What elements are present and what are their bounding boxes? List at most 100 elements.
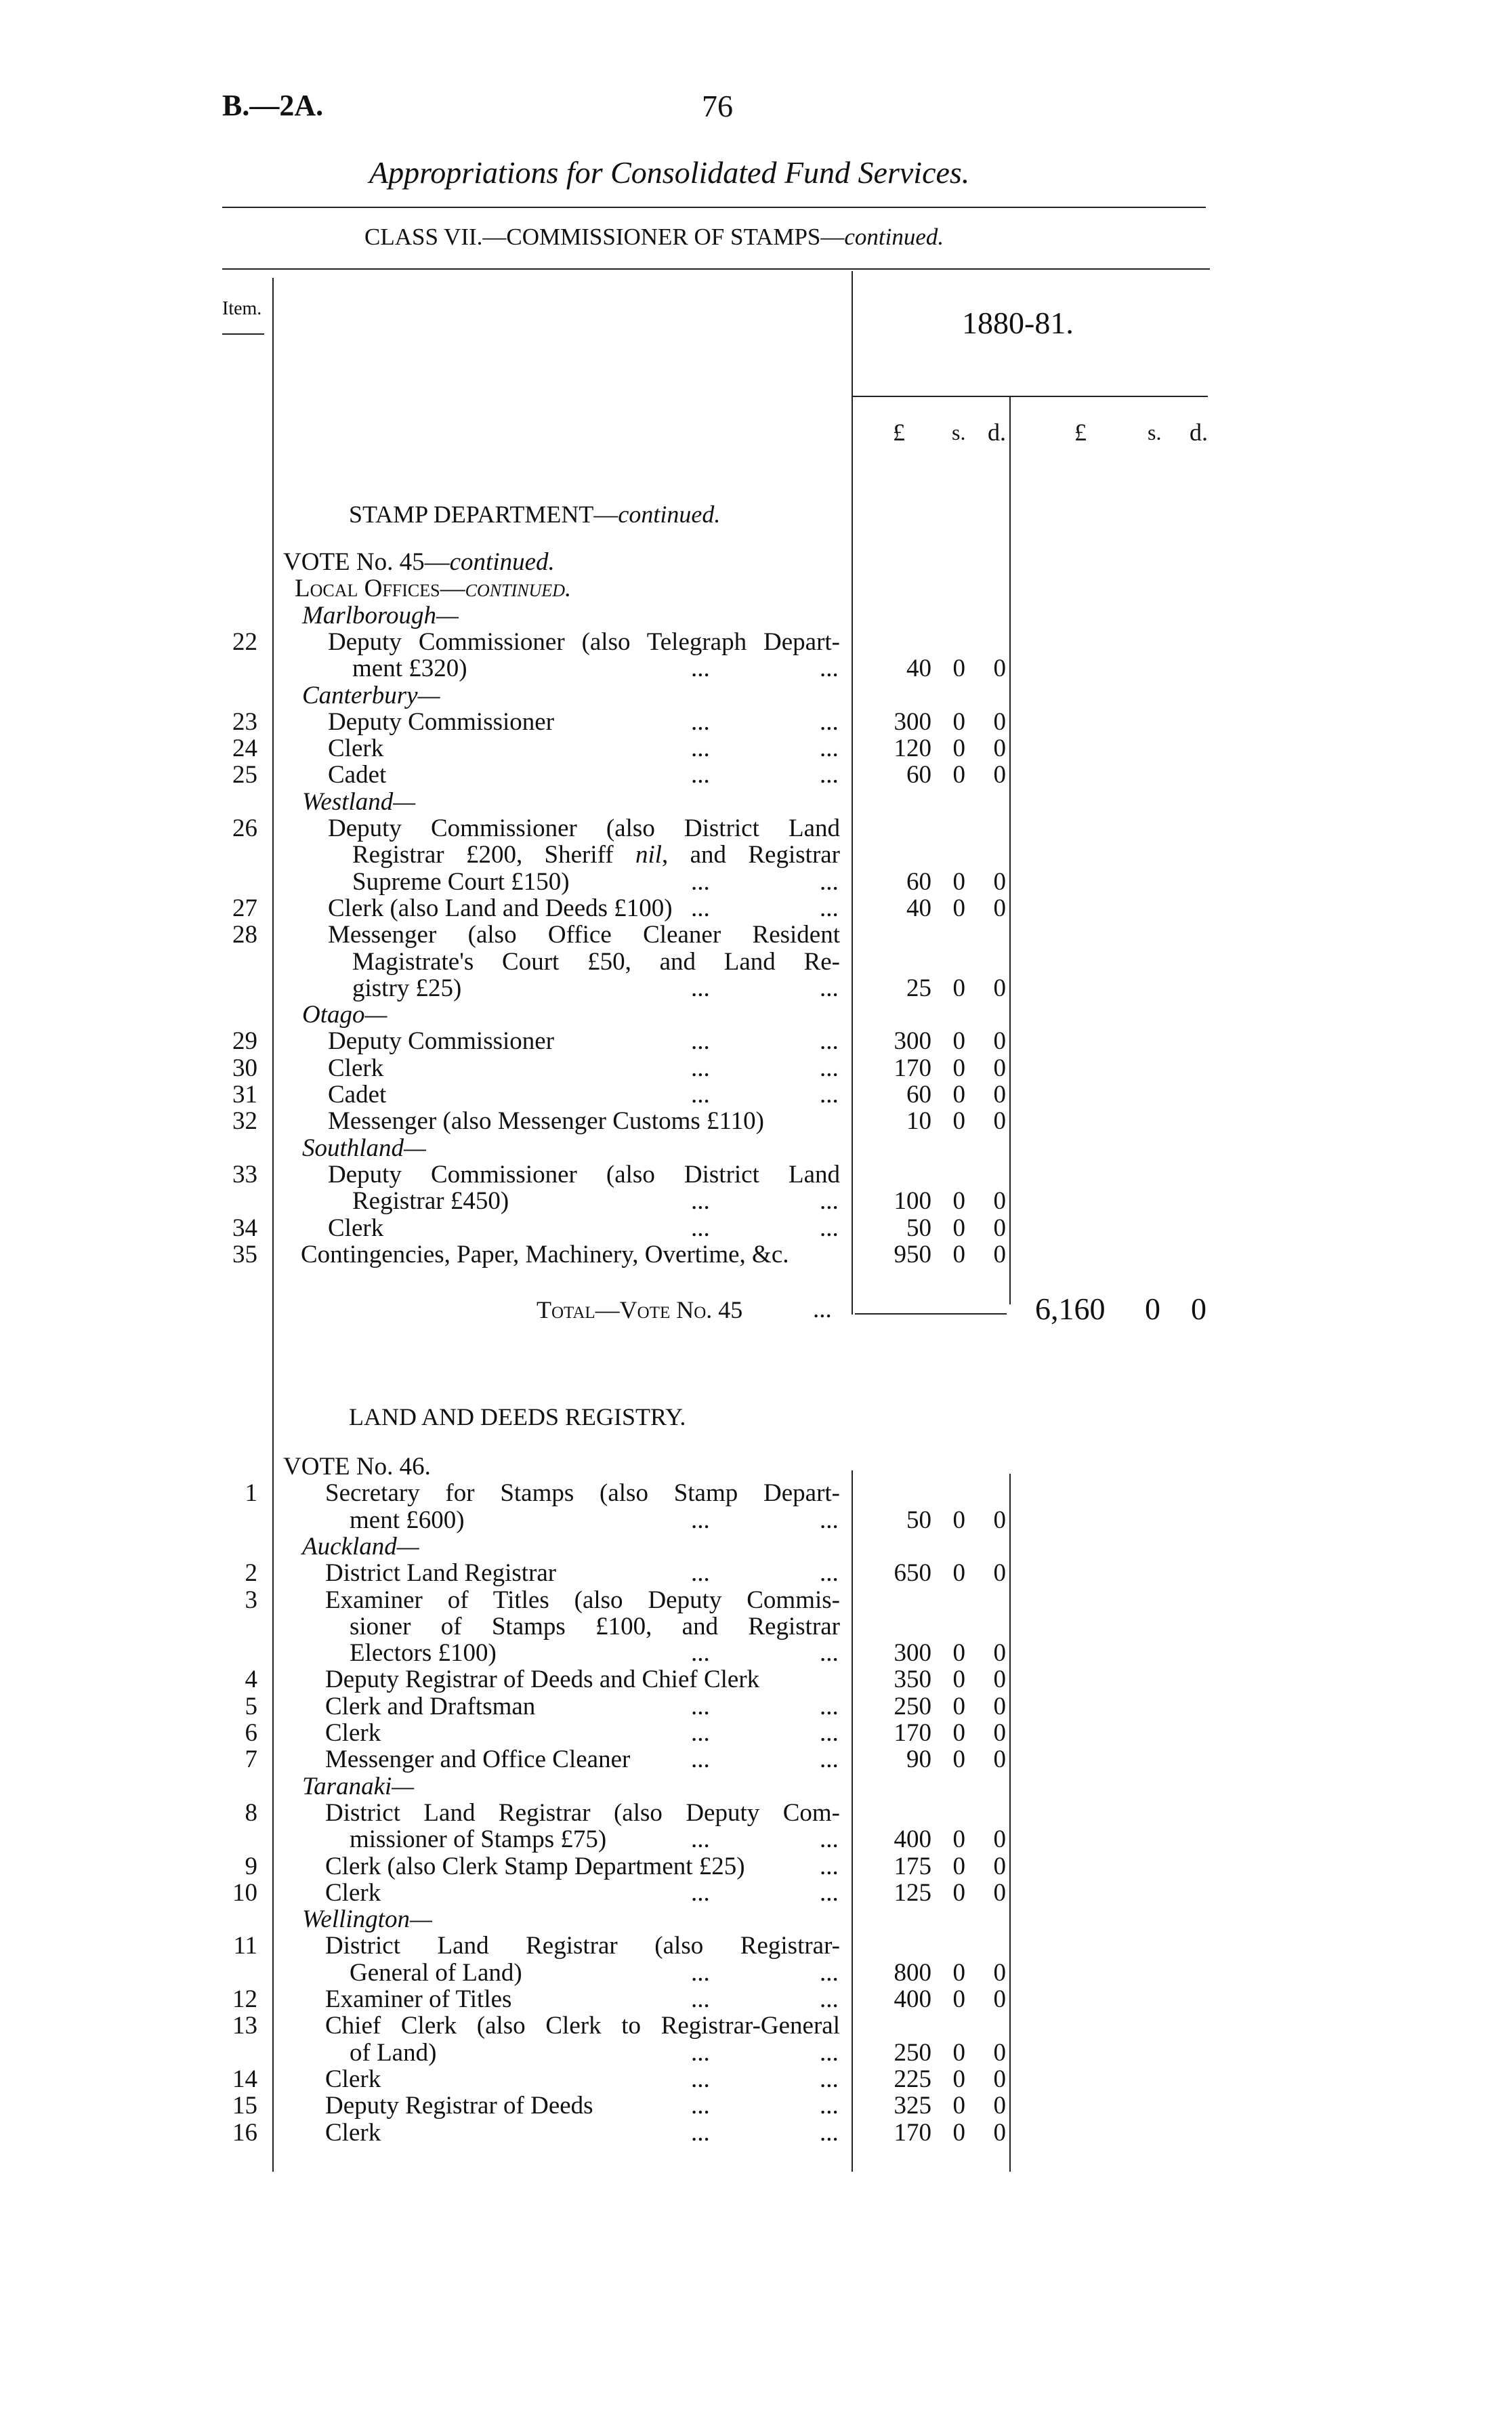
item-number: 24 (232, 735, 257, 763)
total-pence: 0 (1191, 1292, 1206, 1326)
amount-pounds: 400 (894, 1985, 932, 2013)
region-text: Wellington— (302, 1905, 432, 1934)
item-number: 23 (232, 707, 257, 736)
table-row: 5...... 250 0 0 Clerk and Draftsman (0, 1693, 1512, 1720)
table-row: 4 350 0 0 Deputy Registrar of Deeds and Chie… (0, 1666, 1512, 1693)
table-row: 14...... 225 0 0 Clerk (0, 2065, 1512, 2093)
amount-pence: 0 (993, 2118, 1007, 2147)
dot-leader: ... (820, 1027, 839, 1056)
item-description: Clerk (325, 2065, 381, 2093)
region-label: Wellington— (302, 1906, 432, 1933)
item-description: Cadet (328, 1081, 387, 1109)
item-number: 33 (232, 1160, 257, 1189)
amount-pounds: 250 (894, 2038, 932, 2067)
amount-pence: 0 (993, 707, 1007, 736)
item-description: Deputy Registrar of Deeds and Chief Cler… (325, 1666, 760, 1694)
amount-pence: 0 (993, 2038, 1007, 2067)
table-row: ...... 250 0 0 of Land) (0, 2038, 1512, 2067)
col-pence-2: d. (1190, 419, 1208, 446)
document-reference: B.—2A. (222, 88, 323, 123)
table-row: 35 950 0 0 Contingencies, Paper, Machinery, … (0, 1241, 1512, 1268)
amount-pounds: 170 (894, 1054, 932, 1082)
amount-shillings: 0 (952, 1107, 966, 1136)
amount-shillings: 0 (952, 735, 966, 763)
amount-shillings: 0 (952, 1187, 966, 1216)
item-description: Messenger and Office Cleaner (325, 1745, 631, 1774)
amount-pounds: 175 (894, 1852, 932, 1880)
region-text: Otago— (302, 1001, 387, 1029)
table-row: 11 District Land Registrar (also Registra… (0, 1933, 1512, 1960)
item-number: 35 (232, 1240, 257, 1268)
amount-shillings: 0 (952, 1081, 966, 1109)
amount-pence: 0 (993, 2092, 1007, 2120)
amount-pence: 0 (993, 1187, 1007, 1216)
dot-leader: ... (691, 707, 710, 736)
item-description: Supreme Court £150) (352, 867, 570, 896)
table-row: 22 Deputy Commissioner (also Telegraph De… (0, 627, 1512, 656)
header-rule (222, 268, 1210, 270)
amount-shillings: 0 (952, 2065, 966, 2093)
table-line: Wellington— (0, 1906, 1512, 1933)
table-row: 27...... 40 0 0 Clerk (also Land and Deeds £… (0, 894, 1512, 922)
region-label: Southland— (302, 1134, 426, 1162)
item-description: Clerk (325, 1878, 381, 1907)
dot-leader: ... (820, 707, 839, 736)
table-row: ...... 100 0 0 Registrar £450) (0, 1188, 1512, 1215)
dot-leader: ... (820, 761, 839, 789)
table-row: 15...... 325 0 0 Deputy Registrar of Deeds (0, 2092, 1512, 2120)
table-row: ...... 40 0 0 ment £320) (0, 655, 1512, 682)
vote-continued: continued. (449, 548, 555, 576)
amount-shillings: 0 (952, 1825, 966, 1854)
item-column-header: Item. (222, 298, 262, 319)
year-header: 1880-81. (962, 306, 1074, 340)
item-description: Chief Clerk (also Clerk to Registrar-Gen… (325, 2012, 840, 2040)
item-description: Clerk (325, 1719, 381, 1747)
subtotal-column-rule-top (1009, 396, 1011, 1304)
item-description: Secretary for Stamps (also Stamp Depart- (325, 1479, 840, 1508)
dot-leader: ... (820, 867, 839, 896)
amount-pence: 0 (993, 1506, 1007, 1534)
amount-column-rule-bottom (852, 1470, 853, 2172)
table-line: Taranaki— (0, 1773, 1512, 1800)
amount-pounds: 300 (894, 707, 932, 736)
amount-pounds: 650 (894, 1559, 932, 1588)
item-description: Deputy Commissioner (also Telegraph Depa… (328, 627, 840, 656)
table-row: 28 Messenger (also Office Cleaner Residen… (0, 922, 1512, 949)
item-number: 6 (245, 1719, 258, 1747)
amount-pence: 0 (993, 1719, 1007, 1747)
item-number: 13 (232, 2012, 257, 2040)
item-number: 15 (232, 2092, 257, 2120)
amount-shillings: 0 (952, 1958, 966, 1987)
amount-pence: 0 (993, 1559, 1007, 1588)
item-number: 9 (245, 1852, 258, 1880)
page-number: 76 (702, 89, 733, 123)
dot-leader: ... (691, 1719, 710, 1747)
amount-shillings: 0 (952, 1027, 966, 1056)
item-description: Deputy Commissioner (328, 1027, 555, 1056)
item-description: Messenger (also Office Cleaner Resident (328, 921, 840, 949)
total-rule (855, 1313, 1007, 1315)
amount-pence: 0 (993, 2065, 1007, 2093)
item-description: Deputy Commissioner (also District Land (328, 1160, 840, 1189)
table-line: Otago— (0, 1001, 1512, 1029)
table-row: 12...... 400 0 0 Examiner of Titles (0, 1986, 1512, 2013)
item-description: Contingencies, Paper, Machinery, Overtim… (301, 1240, 789, 1268)
col-shillings-2: s. (1148, 420, 1162, 445)
amount-pounds: 225 (894, 2065, 932, 2093)
title-rule (222, 207, 1206, 208)
dot-leader: ... (820, 2118, 839, 2147)
class-heading-continued: continued. (844, 224, 944, 250)
amount-shillings: 0 (952, 655, 966, 683)
item-description: Clerk (325, 2118, 381, 2147)
item-number: 5 (245, 1692, 258, 1720)
item-number: 11 (233, 1932, 257, 1960)
table-row: 26 Deputy Commissioner (also District Lan… (0, 815, 1512, 842)
region-text: Southland— (302, 1134, 426, 1162)
item-header-underline (222, 333, 264, 335)
total-pounds: 6,160 (1035, 1292, 1106, 1326)
amount-pence: 0 (993, 1852, 1007, 1880)
amount-pence: 0 (993, 867, 1007, 896)
table-row: 30...... 170 0 0 Clerk (0, 1054, 1512, 1082)
item-description: Clerk (also Land and Deeds £100) (328, 894, 673, 922)
item-description: Magistrate's Court £50, and Land Re- (352, 947, 840, 976)
